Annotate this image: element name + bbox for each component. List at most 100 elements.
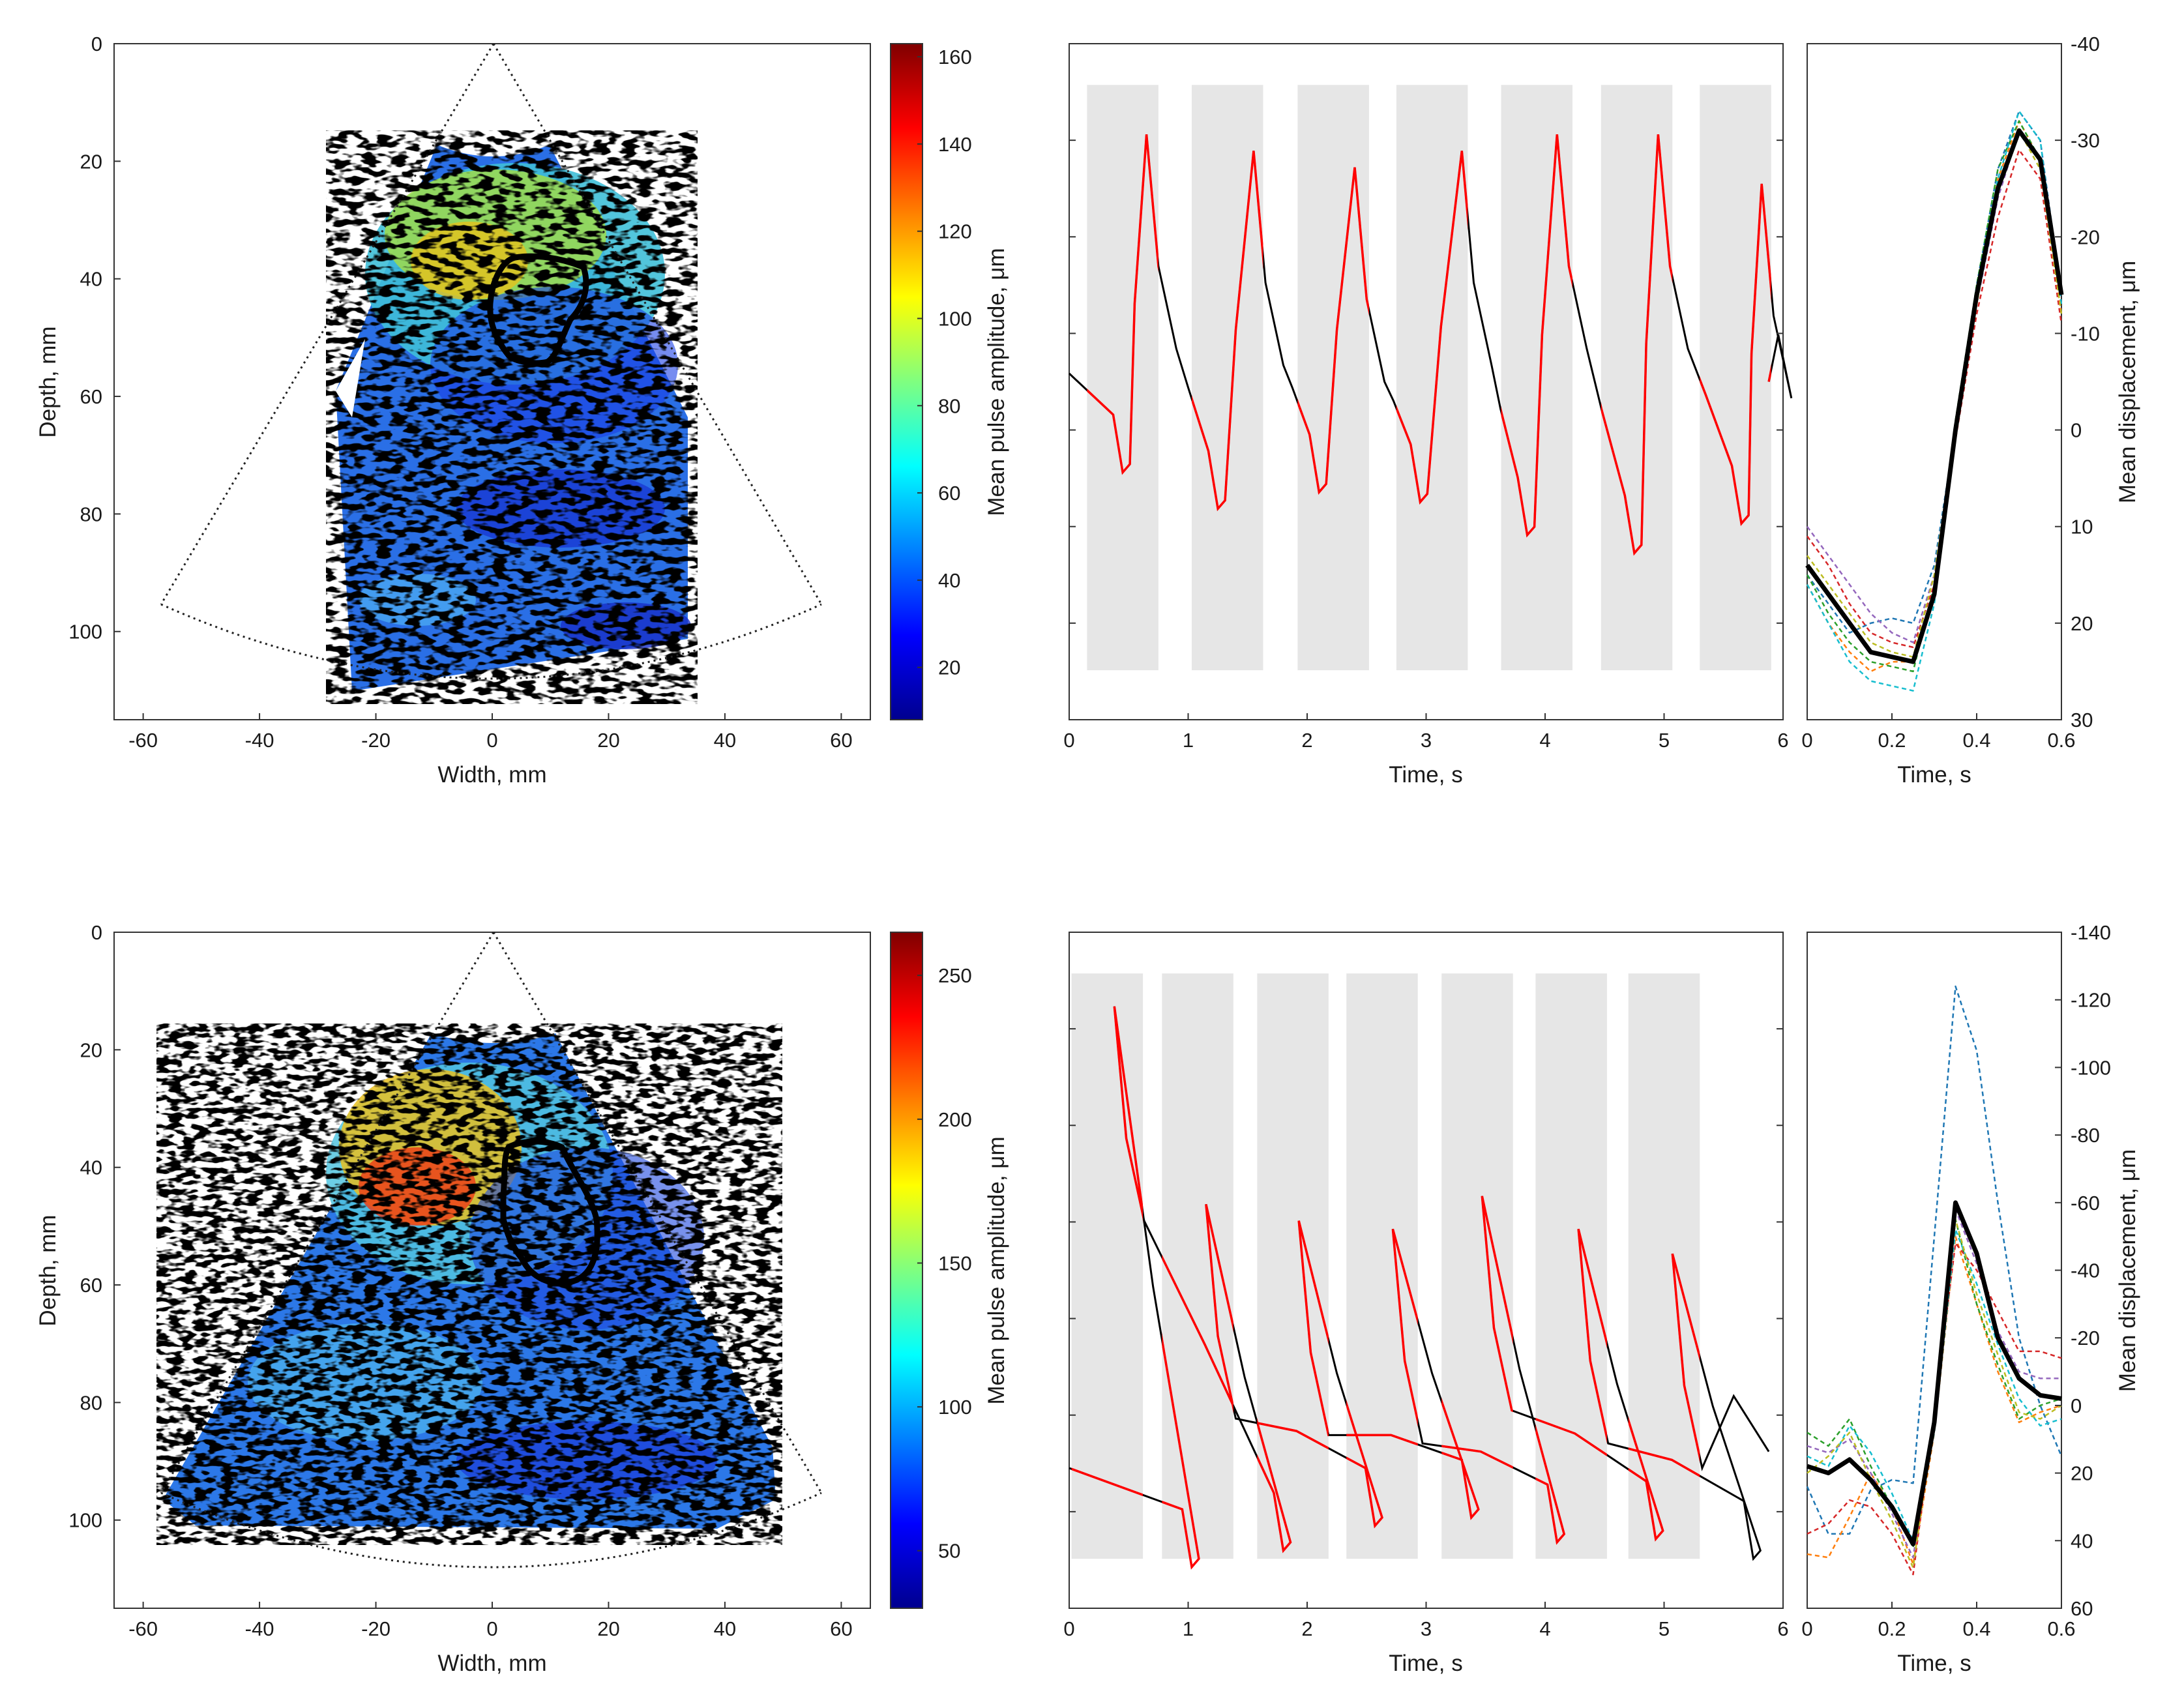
- x-tick-label: 0.4: [1962, 1617, 1990, 1640]
- heatmap-a-ticks: -60 -40 -20 0 20 40 60 0 20 40 60 80 100: [68, 33, 852, 752]
- colorbar-tick-label: 140: [938, 133, 972, 156]
- x-tick-label: 0.2: [1878, 729, 1906, 752]
- series-line-r6: [1806, 110, 2063, 692]
- cycle-block: [1601, 85, 1673, 671]
- y-tick-label: 40: [80, 1156, 102, 1179]
- panel-c: 0 0.2 0.4 0.6 -40 -30 -20 -10 0 10 20 30 Time, s Me…: [1801, 33, 2140, 788]
- y-tick-label: -40: [2071, 1259, 2100, 1282]
- xlabel-a: Width, mm: [437, 762, 546, 788]
- y-tick-label: 60: [80, 385, 102, 408]
- x-tick-label: 6: [1777, 1617, 1788, 1640]
- y-tick-label: -40: [2071, 33, 2100, 55]
- systole-segment: [1071, 1006, 1700, 1570]
- panel-f: 0 0.2 0.4 0.6 -140 -120 -100 -80 -60 -40 -20 0 20 40 6…: [1801, 921, 2140, 1676]
- panel-a: -60 -40 -20 0 20 40 60 0 20 40 60 80 100 Width, mm D…: [35, 33, 1009, 788]
- y-tick-label: 100: [68, 621, 102, 643]
- colorbar-tick-label: 100: [938, 1396, 972, 1419]
- x-tick-label: 0.4: [1962, 729, 1990, 752]
- x-tick-label: 1: [1183, 1617, 1194, 1640]
- colorbar-tick-label: 250: [938, 964, 972, 987]
- cycle-block: [1700, 85, 1771, 671]
- colorbar-tick-label: 50: [938, 1540, 960, 1563]
- xlabel-e: Time, s: [1389, 1651, 1462, 1676]
- roi-contour-d: [500, 1138, 600, 1286]
- y-tick-label: 100: [68, 1509, 102, 1532]
- x-tick-label: -20: [361, 729, 391, 752]
- y-tick-label: 20: [80, 1038, 102, 1061]
- y-tick-label: 40: [2071, 1529, 2093, 1552]
- colorbar-a-ticks: 20 40 60 80 100 120 140 160: [917, 46, 972, 679]
- y-tick-label: -80: [2071, 1124, 2100, 1147]
- series-line-r3: [1807, 1218, 2062, 1548]
- colorbar-tick-label: 120: [938, 220, 972, 243]
- colorbar-tick-label: 40: [938, 569, 960, 592]
- x-tick-label: 0.2: [1878, 1617, 1906, 1640]
- x-tick-label: 0.6: [2047, 729, 2075, 752]
- colorbar-tick-label: 150: [938, 1252, 972, 1274]
- sector-outline-a: [160, 43, 823, 680]
- cycle-block: [1346, 973, 1418, 1559]
- overlay-c-ticks: 0 0.2 0.4 0.6 -40 -30 -20 -10 0 10 20 30: [1801, 33, 2099, 752]
- y-tick-label: 0: [2071, 1394, 2082, 1417]
- series-line-r3: [1806, 120, 2063, 673]
- x-tick-label: 3: [1421, 729, 1432, 752]
- x-tick-label: 40: [714, 1617, 736, 1640]
- y-tick-label: 20: [2071, 612, 2093, 635]
- panel-e: 0 1 2 3 4 5 6 Time, s: [1063, 932, 1789, 1676]
- x-tick-label: 60: [830, 729, 852, 752]
- x-tick-label: 20: [597, 729, 619, 752]
- x-tick-label: -20: [361, 1617, 391, 1640]
- y-tick-label: -20: [2071, 1327, 2100, 1349]
- x-tick-label: 0: [1063, 729, 1074, 752]
- x-tick-label: -60: [128, 729, 158, 752]
- colorbar-d: [890, 932, 923, 1609]
- y-tick-label: -30: [2071, 129, 2100, 152]
- y-tick-label: 20: [2071, 1462, 2093, 1485]
- series-line-r1: [1806, 985, 2063, 1535]
- colorbar-tick-label: 60: [938, 482, 960, 505]
- x-tick-label: -40: [245, 1617, 274, 1640]
- cycle-block: [1535, 973, 1607, 1559]
- roi-contour-a: [487, 253, 589, 366]
- x-tick-label: 4: [1539, 1617, 1550, 1640]
- x-tick-label: -60: [128, 1617, 158, 1640]
- x-tick-label: 0: [486, 1617, 497, 1640]
- y-tick-label: 0: [2071, 419, 2082, 442]
- cycle-block: [1441, 973, 1513, 1559]
- y-tick-label: 0: [91, 921, 102, 944]
- x-tick-label: 40: [714, 729, 736, 752]
- y-tick-label: 60: [80, 1274, 102, 1297]
- panel-b: 0 1 2 3 4 5 6 Time, s: [1063, 43, 1793, 788]
- y-tick-label: 10: [2071, 516, 2093, 538]
- cycle-block: [1257, 973, 1329, 1559]
- xlabel-b: Time, s: [1389, 762, 1462, 788]
- overlay-c-series: [1805, 110, 2064, 692]
- sector-outline-d: [160, 932, 823, 1568]
- x-tick-label: 20: [597, 1617, 619, 1640]
- colorbar-tick-label: 80: [938, 394, 960, 417]
- x-tick-label: 0.6: [2047, 1617, 2075, 1640]
- y-tick-label: -20: [2071, 226, 2100, 248]
- series-line-r1: [1806, 110, 2063, 634]
- series-line-mean: [1805, 128, 2064, 664]
- ylabel-d: Depth, mm: [35, 1215, 61, 1326]
- cycle-block: [1071, 973, 1144, 1559]
- heatmap-d-ticks: -60 -40 -20 0 20 40 60 0 20 40 60 80 100: [68, 921, 852, 1640]
- x-tick-label: 3: [1421, 1617, 1432, 1640]
- y-tick-label: 80: [80, 503, 102, 525]
- overlay-f-series: [1806, 985, 2063, 1576]
- y-tick-label: -10: [2071, 322, 2100, 345]
- xlabel-c: Time, s: [1897, 762, 1971, 788]
- y-tick-label: 40: [80, 268, 102, 291]
- ylabel-c: Mean displacement, μm: [2115, 261, 2140, 503]
- x-tick-label: 0: [1801, 729, 1812, 752]
- colorbar-a: [890, 43, 923, 720]
- series-line-mean: [1806, 1200, 2062, 1546]
- cycle-block: [1501, 85, 1572, 671]
- cycle-block: [1396, 85, 1468, 671]
- x-tick-label: 5: [1659, 1617, 1670, 1640]
- overlay-f-axes: [1807, 932, 2062, 1609]
- colorbar-tick-label: 20: [938, 656, 960, 679]
- colorbar-tick-label: 200: [938, 1108, 972, 1131]
- y-tick-label: 60: [2071, 1597, 2093, 1620]
